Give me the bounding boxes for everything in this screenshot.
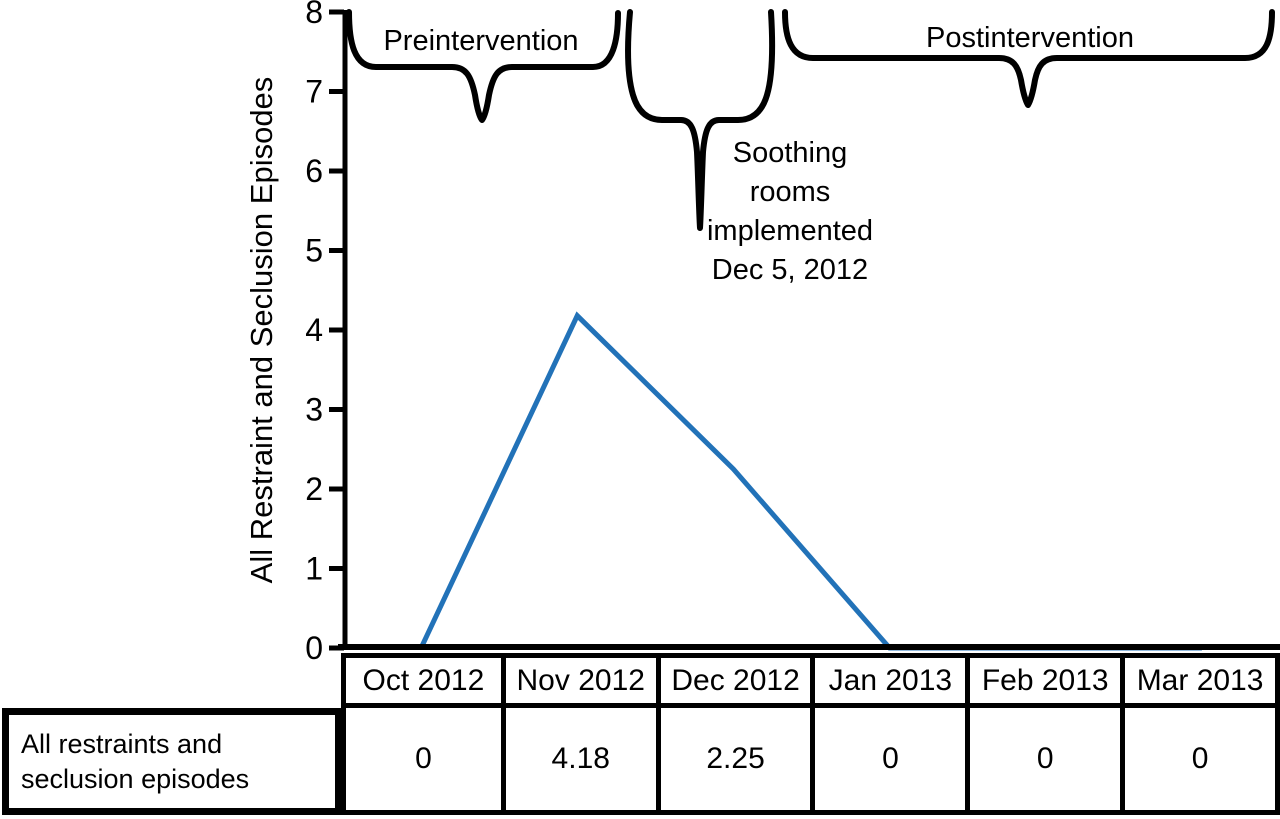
y-tick-label: 6 — [305, 153, 323, 189]
y-tick-label: 8 — [305, 0, 323, 30]
data-table: Oct 2012 Nov 2012 Dec 2012 Jan 2013 Feb … — [341, 653, 1280, 815]
value-cell-mar: 0 — [1120, 708, 1275, 810]
value-cell-oct: 0 — [415, 742, 432, 775]
y-tick-label: 7 — [305, 74, 323, 110]
y-tick-label: 0 — [305, 630, 323, 666]
y-tick-label: 4 — [305, 312, 323, 348]
series-row-label-line2: seclusion episodes — [21, 763, 250, 794]
preintervention-brace — [346, 9, 621, 123]
column-header-jan: Jan 2013 — [810, 658, 966, 708]
value-cell-feb: 0 — [965, 708, 1120, 810]
postintervention-label: Postintervention — [926, 22, 1134, 54]
column-header-oct: Oct 2012 — [346, 658, 501, 708]
y-axis-title: All Restraint and Seclusion Episodes — [244, 77, 279, 584]
y-tick-label: 3 — [305, 392, 323, 428]
soothing-label-line3: implemented — [707, 215, 873, 247]
soothing-label-line1: Soothing — [733, 137, 848, 169]
series-row-label: All restraints and seclusion episodes — [2, 708, 342, 815]
y-axis-ticks: 0 1 2 3 4 5 6 7 8 — [305, 0, 344, 666]
column-header-dec: Dec 2012 — [655, 658, 811, 708]
column-header-mar: Mar 2013 — [1120, 658, 1275, 708]
preintervention-label: Preintervention — [383, 25, 578, 57]
postintervention-brace — [782, 9, 1275, 108]
series-row-label-line1: All restraints and — [21, 728, 223, 759]
value-cell-jan: 0 — [810, 708, 965, 810]
y-tick-label: 2 — [305, 471, 323, 507]
soothing-label-line2: rooms — [750, 176, 831, 208]
soothing-label-line4: Dec 5, 2012 — [712, 254, 868, 286]
data-line — [418, 311, 1202, 651]
value-cell-dec: 2.25 — [655, 708, 811, 810]
column-header-nov: Nov 2012 — [500, 658, 656, 708]
column-header-feb: Feb 2013 — [965, 658, 1121, 708]
y-tick-label: 1 — [305, 551, 323, 587]
value-cell-nov: 4.18 — [500, 708, 656, 810]
y-tick-label: 5 — [305, 233, 323, 269]
soothing-brace — [625, 9, 776, 231]
